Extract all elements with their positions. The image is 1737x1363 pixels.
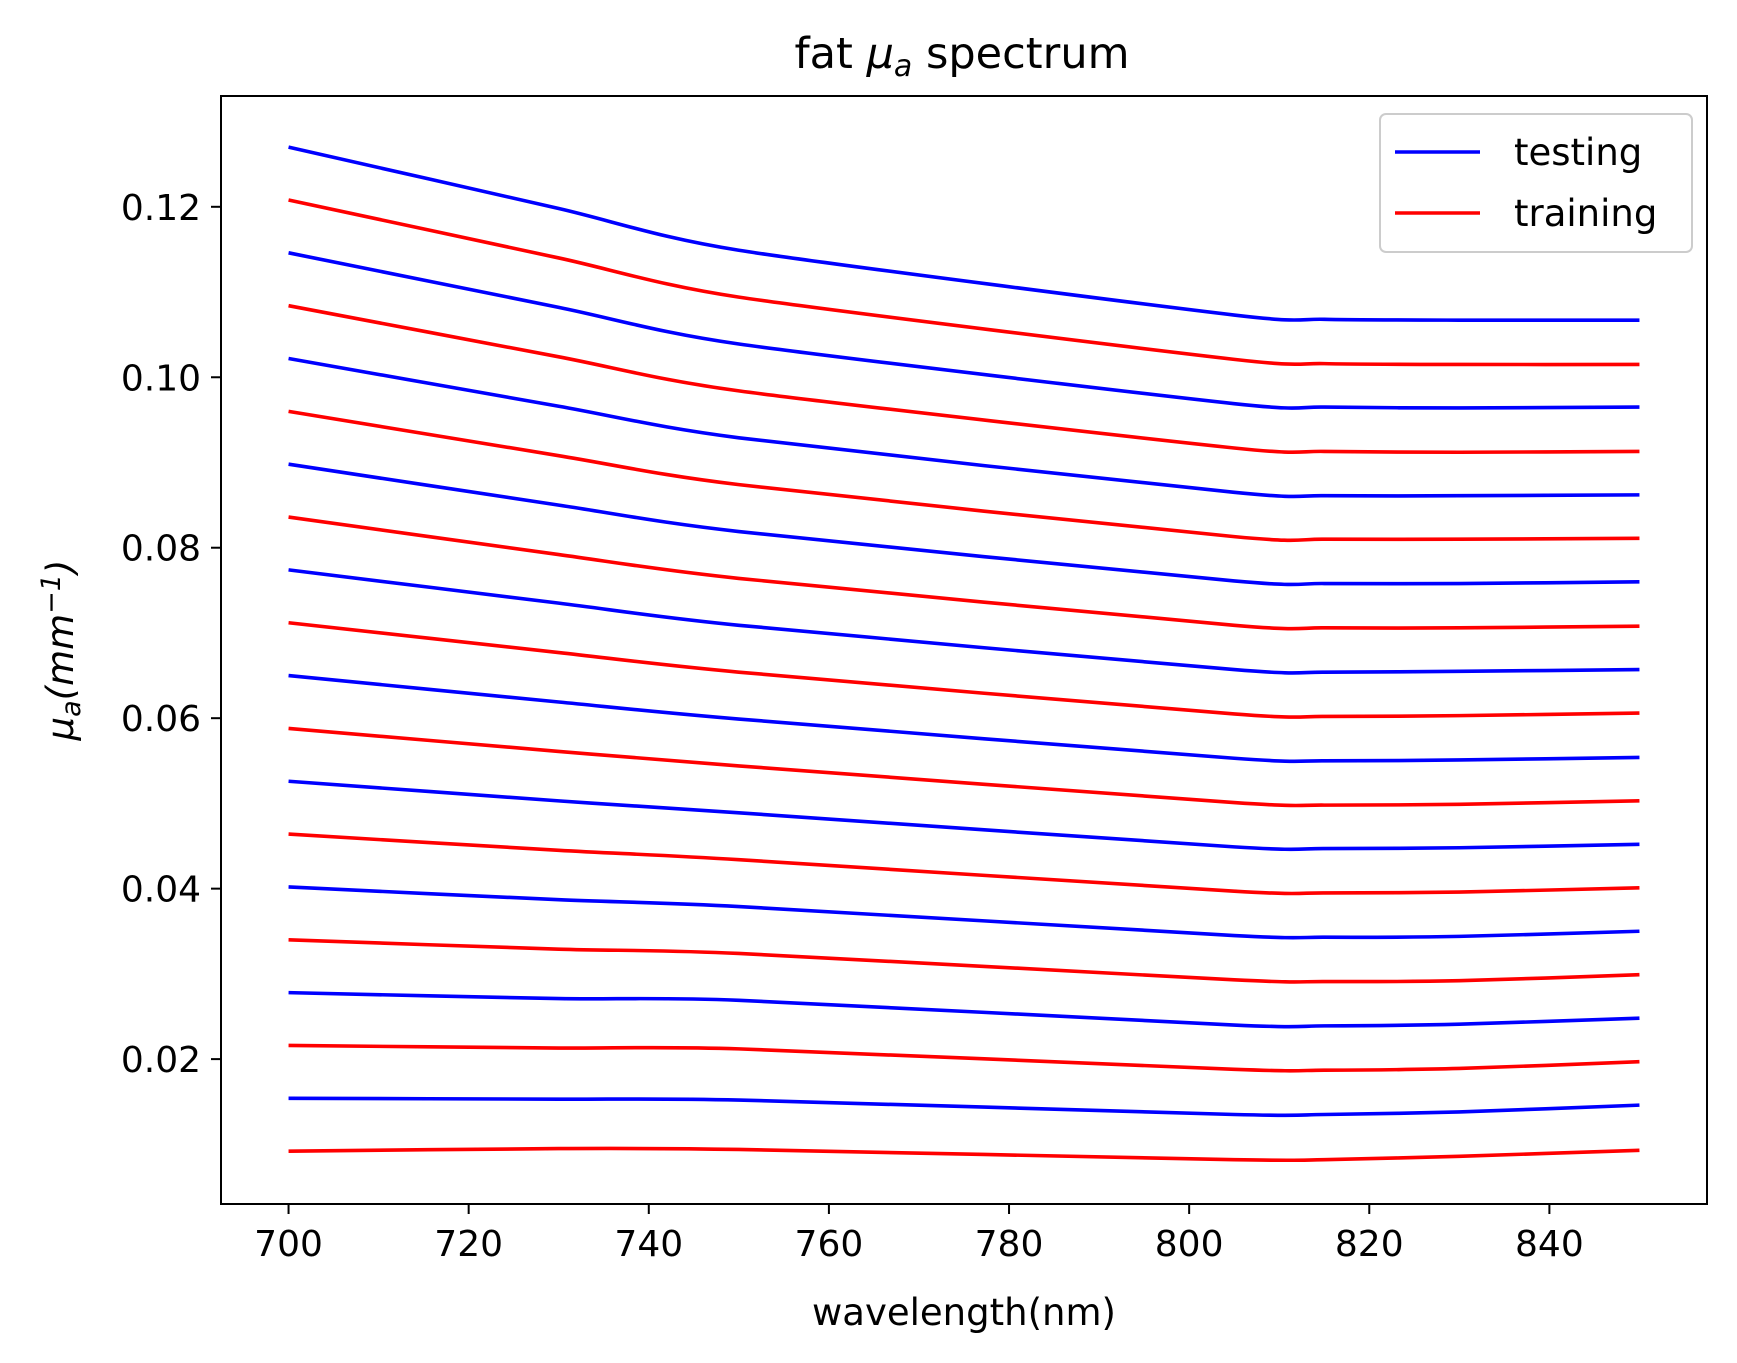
series-line-training-18 [288, 1043, 1640, 1073]
series-line-testing-9 [288, 568, 1640, 675]
series-line-testing-11 [288, 673, 1640, 764]
series-line-training-2 [288, 198, 1640, 367]
y-tick-label: 0.06 [121, 699, 201, 740]
x-axis-label: wavelength(nm) [812, 1291, 1116, 1334]
x-axis: 700 720 740 760 780 800 820 840 [254, 1204, 1584, 1265]
series-line-training-20 [288, 1146, 1640, 1163]
series-line-training-14 [288, 832, 1640, 896]
series-line-testing-13 [288, 779, 1640, 852]
y-tick-label: 0.10 [121, 358, 201, 399]
y-axis: 0.02 0.04 0.06 0.08 0.10 0.12 [121, 188, 221, 1081]
x-tick-label: 720 [434, 1224, 503, 1265]
plot-area [288, 145, 1640, 1163]
legend-label-testing: testing [1514, 131, 1642, 174]
x-tick-label: 800 [1155, 1224, 1224, 1265]
x-tick-label: 780 [975, 1224, 1044, 1265]
series-line-testing-19 [288, 1096, 1640, 1118]
series-line-training-6 [288, 409, 1640, 543]
series-line-testing-1 [288, 145, 1640, 323]
chart-title: fat μa spectrum [795, 29, 1130, 84]
legend-label-training: training [1514, 192, 1657, 235]
x-tick-label: 840 [1515, 1224, 1584, 1265]
series-line-testing-17 [288, 990, 1640, 1029]
series-line-training-10 [288, 620, 1640, 719]
series-line-training-8 [288, 515, 1640, 631]
series-line-testing-5 [288, 356, 1640, 499]
x-tick-label: 820 [1335, 1224, 1404, 1265]
y-tick-label: 0.12 [121, 188, 201, 229]
series-line-testing-7 [288, 462, 1640, 587]
x-tick-label: 760 [795, 1224, 864, 1265]
series-line-training-4 [288, 303, 1640, 455]
series-line-testing-15 [288, 885, 1640, 940]
y-tick-label: 0.08 [121, 529, 201, 570]
x-tick-label: 700 [254, 1224, 323, 1265]
legend: testing training [1379, 113, 1693, 253]
series-line-testing-3 [288, 251, 1640, 410]
x-tick-label: 740 [614, 1224, 683, 1265]
series-line-training-16 [288, 937, 1640, 984]
y-tick-label: 0.04 [121, 870, 201, 911]
axes-frame [220, 95, 1708, 1205]
y-axis-label: μa(mm−1) [36, 560, 87, 742]
legend-box [1379, 113, 1693, 253]
y-tick-label: 0.02 [121, 1040, 201, 1081]
series-line-training-12 [288, 726, 1640, 808]
